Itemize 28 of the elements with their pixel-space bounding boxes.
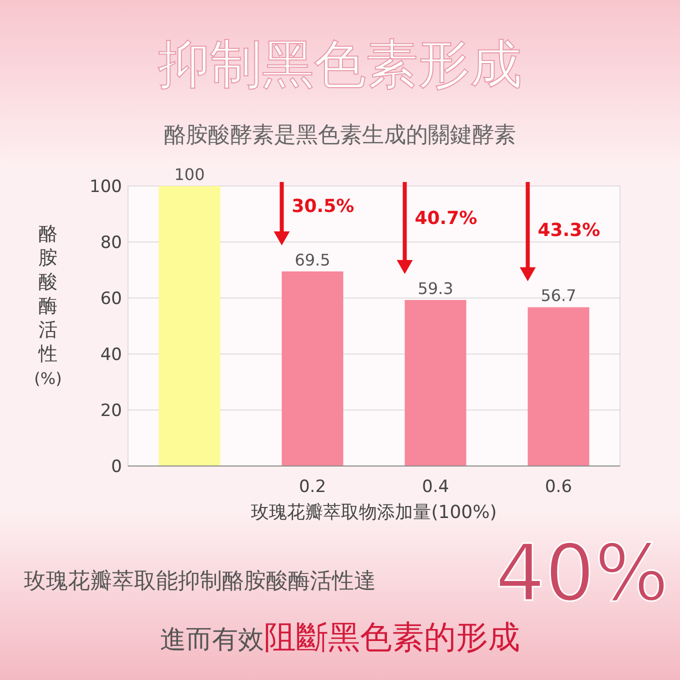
bar (404, 300, 466, 466)
data-label: 100 (174, 165, 205, 184)
x-tick-label: 0.2 (298, 477, 326, 497)
text: 玫瑰花瓣萃取能抑制酪胺酸酶活性達 (24, 569, 376, 594)
annotation: 30.5% (292, 196, 354, 217)
y-tick-label: 0 (111, 457, 122, 477)
data-label: 69.5 (294, 250, 330, 270)
chart-title: 抑制黑色素形成 (158, 35, 522, 95)
x-tick-label: 0.6 (544, 477, 572, 497)
bar (282, 271, 344, 466)
x-axis-title: 玫瑰花瓣萃取物添加量(100%) (251, 502, 497, 523)
chart-subtitle: 酪胺酸酵素是黑色素生成的關鍵酵素 (164, 123, 516, 148)
text: 阻斷黑色素的形成 (264, 618, 520, 656)
y-tick-label: 100 (90, 177, 122, 197)
y-tick-label: 20 (100, 401, 122, 421)
text: 進而有效 (160, 625, 264, 655)
x-tick-label: 0.4 (422, 477, 450, 497)
y-axis-title: 酪胺酸酶活性(%) (34, 223, 62, 388)
data-label: 56.7 (540, 286, 576, 306)
bar (528, 307, 590, 466)
annotation: 40.7% (414, 208, 478, 229)
annotation: 43.3% (538, 220, 600, 241)
text: 40% (495, 529, 669, 619)
bar (158, 186, 220, 466)
data-label: 59.3 (418, 278, 454, 298)
y-tick-label: 60 (100, 289, 122, 309)
y-tick-label: 80 (100, 233, 122, 253)
y-tick-label: 40 (100, 345, 122, 365)
